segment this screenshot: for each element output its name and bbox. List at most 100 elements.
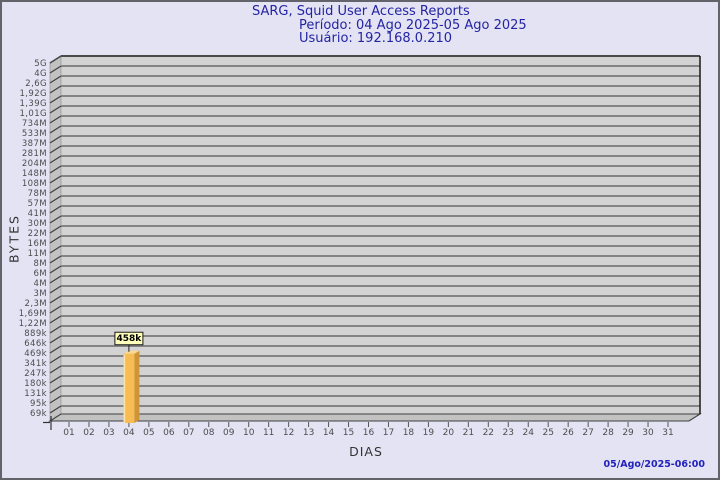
y-axis-tick-label: 6M bbox=[33, 269, 47, 279]
y-axis-tick-label: 16M bbox=[28, 239, 47, 249]
x-axis-tick-label: 23 bbox=[503, 428, 514, 438]
y-axis-tick-label: 204M bbox=[22, 159, 47, 169]
y-axis-tick-label: 8M bbox=[33, 259, 47, 269]
x-axis-tick-label: 10 bbox=[243, 428, 255, 438]
x-axis-tick-label: 21 bbox=[463, 428, 474, 438]
x-axis-tick-label: 14 bbox=[323, 428, 335, 438]
y-axis-tick bbox=[49, 185, 62, 194]
y-axis-tick-label: 2,3M bbox=[25, 299, 47, 309]
y-axis-tick bbox=[49, 245, 62, 254]
x-axis-tick-label: 01 bbox=[63, 428, 74, 438]
y-axis-tick bbox=[49, 105, 62, 114]
y-axis-tick-label: 4G bbox=[34, 69, 47, 79]
y-axis-tick-label: 22M bbox=[28, 229, 47, 239]
y-axis-tick bbox=[49, 135, 62, 144]
x-axis-tick-label: 11 bbox=[263, 428, 274, 438]
y-axis-tick-label: 1,39G bbox=[19, 99, 47, 109]
y-axis-tick-label: 734M bbox=[22, 119, 47, 129]
y-axis-tick-label: 4M bbox=[33, 279, 47, 289]
y-axis-tick-label: 11M bbox=[28, 249, 47, 259]
x-axis-tick-label: 08 bbox=[203, 428, 215, 438]
y-axis-tick bbox=[49, 275, 62, 284]
y-axis-tick bbox=[49, 75, 62, 84]
x-axis-tick-label: 03 bbox=[103, 428, 114, 438]
y-axis-tick-label: 341k bbox=[24, 359, 47, 369]
y-axis-tick bbox=[49, 95, 62, 104]
y-axis-tick bbox=[49, 335, 62, 344]
y-axis-tick-label: 30M bbox=[28, 219, 47, 229]
y-axis-tick bbox=[49, 215, 62, 224]
chart-subtitle-period: Período: 04 Ago 2025-05 Ago 2025 bbox=[299, 18, 527, 33]
bar-value-callout bbox=[114, 331, 144, 346]
x-axis-title: DIAS bbox=[349, 444, 383, 459]
x-axis-tick-label: 06 bbox=[163, 428, 175, 438]
y-axis-tick-label: 57M bbox=[28, 199, 47, 209]
y-axis-tick-label: 889k bbox=[24, 329, 47, 339]
x-axis-tick-label: 31 bbox=[662, 428, 673, 438]
y-axis-tick bbox=[49, 235, 62, 244]
y-axis-tick bbox=[49, 65, 62, 74]
chart-subtitle-user: Usuário: 192.168.0.210 bbox=[299, 31, 453, 46]
x-axis-tick-label: 19 bbox=[423, 428, 435, 438]
y-axis-tick-label: 533M bbox=[22, 129, 47, 139]
y-axis-tick bbox=[49, 165, 62, 174]
y-axis-tick-label: 148M bbox=[22, 169, 47, 179]
y-axis-tick bbox=[49, 355, 62, 364]
y-axis-tick-label: 5G bbox=[34, 59, 47, 69]
y-axis-tick-label: 3M bbox=[33, 289, 47, 299]
plot-area bbox=[61, 56, 700, 414]
y-axis-tick-label: 247k bbox=[24, 369, 47, 379]
y-axis-tick bbox=[49, 225, 62, 234]
x-axis-tick-label: 02 bbox=[83, 428, 94, 438]
y-axis-tick bbox=[49, 115, 62, 124]
y-axis-tick-label: 646k bbox=[24, 339, 47, 349]
x-axis-tick-label: 20 bbox=[443, 428, 455, 438]
x-axis-tick-label: 17 bbox=[383, 428, 394, 438]
y-axis-tick bbox=[49, 325, 62, 334]
x-axis-tick-label: 18 bbox=[403, 428, 415, 438]
y-axis-tick bbox=[49, 265, 62, 274]
x-axis-tick-label: 16 bbox=[363, 428, 375, 438]
y-axis-tick-label: 95k bbox=[30, 399, 47, 409]
x-axis-tick-label: 24 bbox=[523, 428, 535, 438]
bar-value-label: 458k bbox=[117, 334, 143, 344]
x-axis-tick-label: 29 bbox=[622, 428, 634, 438]
bar-day-04: 458k bbox=[114, 331, 144, 423]
y-axis-tick bbox=[49, 295, 62, 304]
x-axis-tick-label: 09 bbox=[223, 428, 235, 438]
x-axis-tick-label: 26 bbox=[562, 428, 574, 438]
x-axis-tick-label: 07 bbox=[183, 428, 194, 438]
y-axis-tick bbox=[49, 375, 62, 384]
y-axis-tick bbox=[49, 395, 62, 404]
x-axis-tick-label: 30 bbox=[642, 428, 654, 438]
report-timestamp: 05/Ago/2025-06:00 bbox=[603, 459, 705, 470]
y-axis-tick-label: 387M bbox=[22, 139, 47, 149]
y-axis-tick bbox=[49, 205, 62, 214]
y-axis-title: BYTES bbox=[6, 214, 22, 263]
y-axis-tick-label: 41M bbox=[28, 209, 47, 219]
y-axis-tick bbox=[49, 195, 62, 204]
y-axis-tick bbox=[49, 405, 62, 414]
y-axis-tick bbox=[49, 155, 62, 164]
bar-front-face bbox=[123, 353, 135, 423]
x-axis-tick-label: 13 bbox=[303, 428, 314, 438]
y-axis-tick-label: 131k bbox=[24, 389, 47, 399]
x-axis-tick-label: 25 bbox=[542, 428, 553, 438]
y-axis-tick-label: 1,69M bbox=[19, 309, 47, 319]
y-axis-tick bbox=[49, 145, 62, 154]
left-wall-3d bbox=[49, 55, 62, 422]
y-axis-tick-label: 78M bbox=[28, 189, 47, 199]
x-axis-tick-label: 22 bbox=[483, 428, 494, 438]
x-axis-tick-label: 15 bbox=[343, 428, 354, 438]
y-axis-tick-label: 2,6G bbox=[25, 79, 47, 89]
x-axis-tick-label: 04 bbox=[123, 428, 135, 438]
bar-side-face bbox=[134, 350, 140, 423]
bar-top-face bbox=[123, 350, 140, 354]
x-axis-tick-label: 12 bbox=[283, 428, 294, 438]
y-axis-tick-label: 108M bbox=[22, 179, 47, 189]
y-axis-tick bbox=[49, 345, 62, 354]
y-axis-tick-label: 1,92G bbox=[19, 89, 47, 99]
y-axis-tick-label: 1,22M bbox=[19, 319, 47, 329]
